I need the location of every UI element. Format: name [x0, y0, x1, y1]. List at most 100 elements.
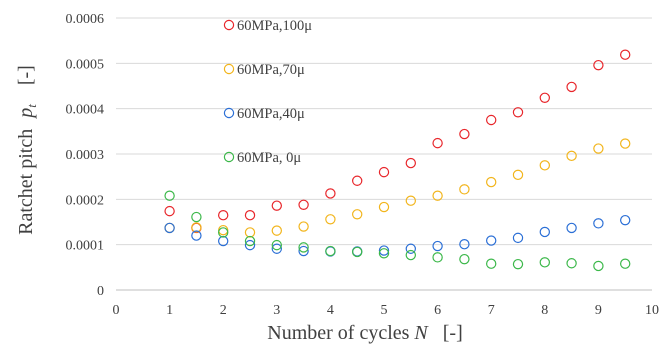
- x-tick-label: 4: [327, 303, 334, 318]
- data-point-s0-14: [539, 92, 551, 103]
- data-point-s0-11: [459, 128, 470, 140]
- data-point-s0-0: [164, 205, 175, 217]
- legend-label-0: 60MPa,100μ: [237, 18, 312, 34]
- data-point-s2-5: [298, 245, 309, 257]
- data-point-s1-16: [593, 143, 604, 154]
- y-tick-label: 0.0002: [66, 193, 105, 208]
- data-point-s2-9: [405, 243, 416, 254]
- data-point-s3-15: [566, 258, 577, 269]
- data-point-s1-1: [191, 222, 202, 233]
- legend-label-2: 60MPa,40μ: [237, 106, 305, 122]
- y-axis-variable-subscript: t: [24, 104, 39, 108]
- y-tick-labels: 0 0.0001 0.0002 0.0003 0.0004 0.0005 0.0006: [66, 12, 105, 299]
- data-point-s2-16: [593, 218, 604, 229]
- data-point-s0-3: [244, 209, 256, 221]
- data-point-s0-13: [512, 107, 524, 118]
- data-point-s1-10: [432, 190, 443, 201]
- data-point-s3-11: [459, 253, 470, 265]
- legend-marker-1: [223, 63, 235, 75]
- data-point-s2-13: [512, 232, 524, 244]
- data-point-s1-7: [352, 209, 363, 220]
- data-point-s2-11: [459, 239, 470, 250]
- legend-label-1: 60MPa,70μ: [237, 62, 305, 78]
- data-point-s3-16: [593, 260, 604, 272]
- x-tick-label: 1: [166, 303, 173, 318]
- data-point-s1-12: [486, 176, 497, 188]
- data-point-s0-4: [271, 200, 282, 211]
- data-point-s0-10: [432, 137, 443, 149]
- data-point-s2-10: [432, 240, 443, 252]
- legend-label-3: 60MPa, 0μ: [237, 150, 301, 166]
- data-point-s3-2: [217, 227, 229, 238]
- x-tick-label: 10: [645, 303, 659, 318]
- y-tick-label: 0.0001: [66, 239, 105, 254]
- y-axis-title: Ratchet pitch pt [-]: [15, 65, 41, 235]
- y-tick-label: 0.0005: [66, 57, 105, 72]
- y-tick-label: 0: [97, 284, 104, 299]
- data-point-s3-13: [512, 258, 524, 270]
- data-point-s3-7: [352, 246, 363, 258]
- x-axis-unit: [-]: [443, 322, 463, 344]
- y-axis-variable: p: [15, 108, 37, 120]
- data-point-s2-3: [244, 239, 256, 251]
- data-points: [164, 49, 631, 272]
- legend-marker-0: [223, 19, 235, 31]
- x-tick-label: 2: [220, 303, 227, 318]
- data-point-s1-6: [325, 214, 336, 225]
- x-tick-label: 8: [541, 303, 548, 318]
- data-point-s3-4: [271, 239, 282, 251]
- data-point-s2-4: [271, 243, 282, 254]
- x-tick-label: 0: [113, 303, 120, 318]
- data-point-s0-6: [325, 188, 336, 199]
- x-axis-title: Number of cycles N [-]: [267, 322, 463, 344]
- data-point-s0-17: [620, 49, 631, 60]
- x-axis-label-text: Number of cycles: [267, 322, 409, 344]
- legend-marker-2: [223, 107, 235, 119]
- data-point-s3-0: [164, 190, 175, 201]
- data-point-s0-2: [217, 209, 229, 221]
- data-point-s1-15: [566, 150, 577, 162]
- data-point-s1-8: [378, 201, 390, 213]
- y-tick-label: 0.0006: [66, 12, 105, 27]
- data-point-s1-2: [217, 224, 229, 236]
- x-axis-variable: N: [413, 322, 429, 344]
- data-point-s1-3: [244, 227, 256, 238]
- data-point-s3-5: [298, 242, 309, 253]
- data-point-s1-5: [298, 221, 309, 232]
- data-point-s3-10: [432, 252, 443, 263]
- data-point-s1-17: [620, 138, 631, 149]
- y-axis-label-text: Ratchet pitch: [15, 129, 37, 235]
- data-point-s1-4: [271, 225, 282, 236]
- data-point-s3-3: [244, 235, 256, 247]
- grid-lines: [116, 17, 652, 246]
- data-point-s3-17: [620, 258, 631, 269]
- data-point-s2-15: [566, 222, 577, 234]
- data-point-s2-0: [164, 222, 175, 234]
- data-point-s2-8: [378, 245, 390, 256]
- x-tick-label: 3: [273, 303, 280, 318]
- data-point-s0-5: [298, 199, 309, 210]
- legend: 60MPa,100μ 60MPa,70μ 60MPa,40μ 60MPa, 0μ: [223, 18, 312, 166]
- data-point-s2-1: [191, 230, 202, 241]
- data-point-s3-1: [191, 211, 202, 223]
- data-point-s0-16: [593, 59, 604, 71]
- x-tick-label: 9: [595, 303, 602, 318]
- data-point-s0-8: [378, 166, 390, 178]
- data-point-s1-9: [405, 195, 416, 206]
- data-point-s3-14: [539, 257, 551, 268]
- y-tick-label: 0.0004: [66, 103, 105, 118]
- data-point-s0-7: [352, 175, 363, 186]
- data-point-s0-15: [566, 81, 577, 93]
- data-point-s0-9: [405, 157, 416, 169]
- data-point-s1-13: [512, 169, 524, 181]
- data-point-s3-8: [378, 248, 390, 259]
- data-point-s2-17: [620, 214, 631, 226]
- data-point-s1-11: [459, 184, 470, 195]
- data-point-s3-12: [486, 258, 497, 269]
- data-point-s3-9: [405, 249, 416, 261]
- x-tick-label: 7: [488, 303, 495, 318]
- y-axis-unit: [-]: [15, 65, 37, 85]
- data-point-s2-14: [539, 226, 551, 238]
- x-tick-label: 6: [434, 303, 441, 318]
